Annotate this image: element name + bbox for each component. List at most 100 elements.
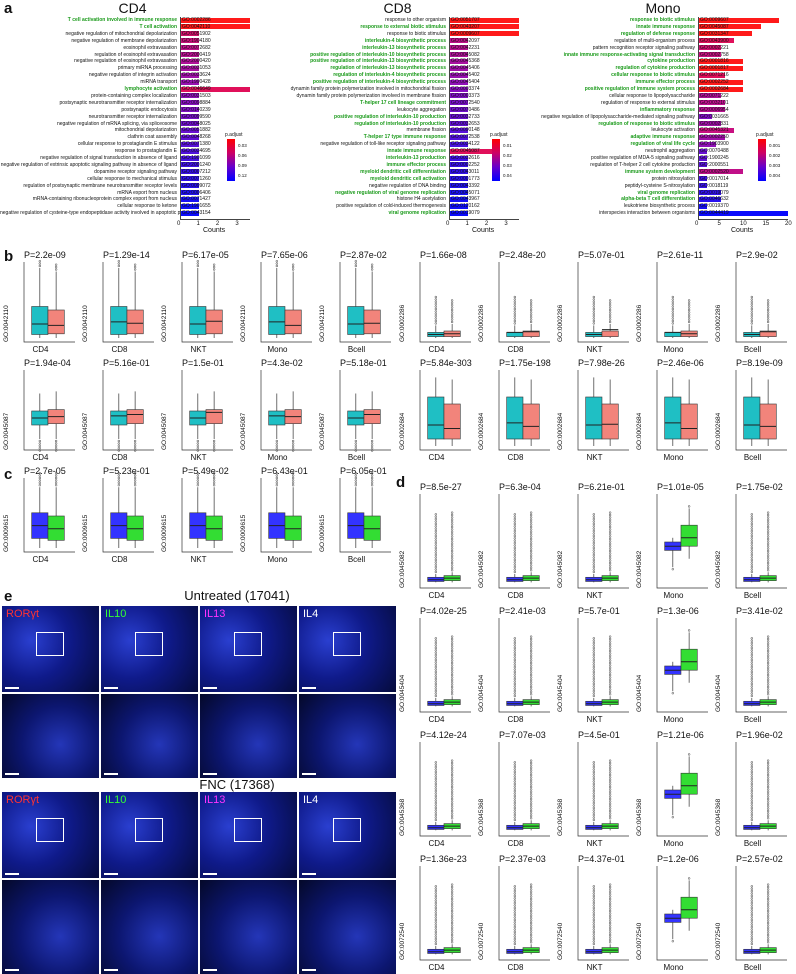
outlier-point (608, 814, 612, 817)
outlier-point (434, 775, 437, 778)
outlier-point (529, 640, 533, 643)
outlier-point (766, 557, 770, 560)
go-id: GO:0099072 (182, 182, 211, 189)
outlier-point (370, 474, 374, 477)
outlier-point (434, 940, 437, 943)
outlier-point (513, 792, 516, 795)
outlier-point (608, 316, 612, 319)
outlier-point (291, 263, 295, 266)
axis-frame (260, 262, 312, 343)
outlier-point (750, 553, 753, 557)
x-label: CD4 (428, 715, 445, 724)
outlier-point (592, 541, 595, 545)
go-id: GO:0006954 (700, 106, 729, 113)
outlier-point (608, 535, 612, 538)
outlier-point (513, 777, 516, 781)
outlier-point (38, 449, 41, 452)
x-axis-line (698, 219, 788, 221)
x-label: CD8 (507, 345, 524, 354)
outlier-point (766, 673, 770, 677)
axis-frame (102, 478, 154, 553)
outlier-point (513, 904, 516, 907)
outlier-point (592, 322, 595, 325)
outlier-point (354, 439, 357, 443)
outlier-point (450, 659, 454, 662)
outlier-point (750, 930, 753, 934)
x-label: NKT (586, 715, 603, 724)
subplot: P=5.84e-303 CD4 GO:0002684 (398, 358, 475, 464)
subplot-svg (656, 742, 708, 837)
outlier-point (608, 773, 612, 777)
outlier-point (529, 523, 533, 526)
outlier-point (766, 785, 770, 789)
enrichment-bar (180, 134, 200, 140)
outlier-point (513, 319, 516, 323)
outlier-point (450, 523, 454, 526)
p-value: P=6.17e-05 (182, 250, 229, 260)
outlier-point (434, 532, 437, 535)
outlier-point (592, 661, 595, 664)
outlier-point (750, 937, 753, 941)
outlier-point (434, 933, 437, 936)
outlier-point (592, 670, 595, 674)
outlier-point (54, 476, 58, 480)
y-label: GO:0009615 (319, 514, 326, 552)
outlier-point (450, 320, 454, 324)
subplot: P=4.5e-01 NKT GO:0045368 (556, 730, 633, 850)
outlier-point (608, 669, 612, 672)
subplot: P=3.41e-02 Bcell GO:0045404 (714, 606, 791, 726)
x-label: Bcell (347, 345, 366, 354)
term-label: negative regulation of viral genome repl… (335, 189, 446, 196)
outlier-point (38, 476, 41, 480)
if-image (101, 880, 198, 974)
outlier-point (434, 522, 437, 526)
outlier-point (38, 264, 41, 268)
outlier-point (434, 558, 437, 562)
subplot: P=6.21e-01 NKT GO:0045082 (556, 482, 633, 602)
outlier-point (434, 307, 437, 311)
enrichment-bar (180, 176, 200, 182)
outlier-point (750, 663, 753, 666)
p-value: P=2.7e-05 (24, 466, 66, 476)
y-label: GO:0072540 (557, 922, 564, 960)
scale-bar (104, 969, 118, 971)
outlier-point (766, 938, 770, 941)
outlier-point (608, 924, 612, 927)
y-label: GO:0045087 (82, 412, 89, 450)
outlier-point (592, 780, 595, 783)
outlier-point (275, 439, 278, 443)
y-label: GO:0002286 (399, 304, 406, 342)
outlier-point (38, 481, 41, 484)
outlier-point (529, 924, 533, 927)
outlier-point (592, 940, 595, 943)
outlier-point (766, 814, 770, 817)
outlier-point (766, 802, 770, 805)
y-label: GO:0045082 (636, 550, 643, 588)
subplot-svg (498, 494, 550, 589)
y-label: GO:0045087 (3, 412, 10, 450)
if-image (200, 694, 297, 778)
outlier-point (450, 776, 454, 779)
outlier-point (117, 447, 120, 450)
box (284, 515, 302, 541)
outlier-point (513, 295, 516, 299)
outlier-point (513, 925, 516, 929)
term-label: positive regulation of cold-induced ther… (336, 203, 446, 210)
box (31, 306, 49, 335)
p-value: P=2.48e-20 (499, 250, 546, 260)
x-label: NKT (586, 591, 603, 600)
outlier-point (513, 644, 516, 647)
x-label: CD8 (507, 963, 524, 972)
outlier-point (513, 761, 516, 764)
outlier-point (275, 479, 278, 482)
outlier-point (513, 305, 516, 308)
subplot-svg (419, 618, 471, 713)
axis-frame (419, 494, 471, 589)
outlier-point (513, 298, 516, 301)
subplot: P=1.3e-06 Mono GO:0045404 (635, 606, 712, 726)
outlier-point (592, 532, 595, 535)
outlier-point (687, 299, 691, 302)
subplot-svg (735, 494, 787, 589)
outlier-point (750, 537, 753, 540)
outlier-point (687, 316, 691, 319)
